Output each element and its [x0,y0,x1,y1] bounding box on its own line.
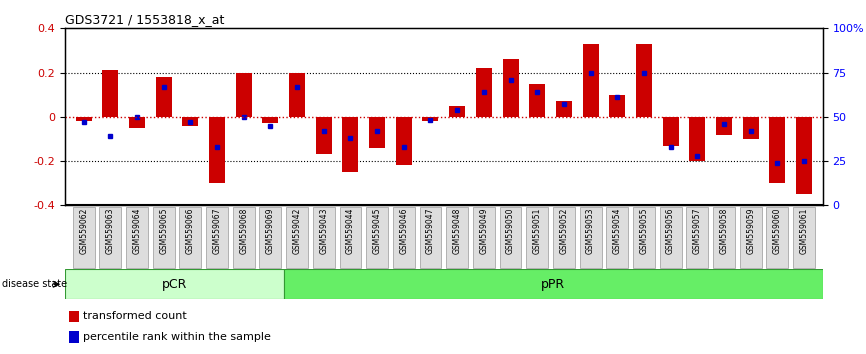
FancyBboxPatch shape [126,207,148,268]
FancyBboxPatch shape [713,207,735,268]
Text: transformed count: transformed count [83,312,187,321]
Bar [610,95,625,117]
Bar [449,106,465,117]
Text: GSM559050: GSM559050 [506,207,515,254]
Text: disease state: disease state [2,279,67,289]
Bar [156,77,171,117]
Bar [236,73,252,117]
Text: GSM559063: GSM559063 [106,207,115,254]
Text: GSM559045: GSM559045 [372,207,382,254]
Bar [289,73,305,117]
Bar [69,310,79,322]
FancyBboxPatch shape [766,207,788,268]
Bar [102,70,119,117]
Text: GSM559042: GSM559042 [293,207,301,253]
FancyBboxPatch shape [500,207,521,268]
FancyBboxPatch shape [473,207,494,268]
FancyBboxPatch shape [286,207,308,268]
FancyBboxPatch shape [73,207,94,268]
FancyBboxPatch shape [339,207,361,268]
Text: GSM559067: GSM559067 [212,207,222,254]
FancyBboxPatch shape [740,207,761,268]
Text: GSM559051: GSM559051 [533,207,542,253]
Text: GSM559046: GSM559046 [399,207,408,254]
FancyBboxPatch shape [553,207,575,268]
Text: GSM559056: GSM559056 [666,207,675,254]
Text: GSM559044: GSM559044 [346,207,355,254]
Bar [583,44,598,117]
FancyBboxPatch shape [313,207,334,268]
Text: GSM559055: GSM559055 [639,207,649,254]
FancyBboxPatch shape [366,207,388,268]
Text: GSM559068: GSM559068 [239,207,249,253]
Bar [769,117,785,183]
Bar [743,117,759,139]
Text: GSM559047: GSM559047 [426,207,435,254]
Text: GSM559061: GSM559061 [799,207,809,253]
FancyBboxPatch shape [179,207,201,268]
FancyBboxPatch shape [419,207,442,268]
FancyBboxPatch shape [260,207,281,268]
Text: GSM559054: GSM559054 [613,207,622,254]
FancyBboxPatch shape [446,207,469,268]
Bar [369,117,385,148]
Text: percentile rank within the sample: percentile rank within the sample [83,332,271,342]
FancyBboxPatch shape [152,207,175,268]
Bar [183,117,198,126]
FancyBboxPatch shape [687,207,708,268]
FancyBboxPatch shape [633,207,655,268]
Bar [396,117,412,166]
Text: GSM559059: GSM559059 [746,207,755,254]
Text: GSM559053: GSM559053 [586,207,595,254]
Text: pCR: pCR [162,278,187,291]
FancyBboxPatch shape [527,207,548,268]
Text: GSM559052: GSM559052 [559,207,568,253]
Bar [502,59,519,117]
Bar [689,117,705,161]
Text: GSM559064: GSM559064 [132,207,141,254]
Text: GSM559069: GSM559069 [266,207,275,254]
Text: GSM559057: GSM559057 [693,207,701,254]
Text: GSM559066: GSM559066 [186,207,195,254]
Bar [65,269,284,299]
Bar [69,331,79,343]
FancyBboxPatch shape [579,207,602,268]
Bar [262,117,278,124]
FancyBboxPatch shape [660,207,682,268]
FancyBboxPatch shape [233,207,255,268]
Text: GSM559065: GSM559065 [159,207,168,254]
Bar [423,117,438,121]
Bar [556,101,572,117]
Bar [129,117,145,128]
Text: GSM559062: GSM559062 [79,207,88,253]
FancyBboxPatch shape [100,207,121,268]
Text: GDS3721 / 1553818_x_at: GDS3721 / 1553818_x_at [65,13,224,26]
Text: GSM559048: GSM559048 [453,207,462,253]
Text: GSM559058: GSM559058 [720,207,728,253]
Bar [475,68,492,117]
Bar [342,117,359,172]
Text: GSM559043: GSM559043 [320,207,328,254]
Bar [662,117,679,145]
FancyBboxPatch shape [206,207,228,268]
Bar [75,117,92,121]
Bar [529,84,546,117]
Bar [636,44,652,117]
Text: GSM559060: GSM559060 [772,207,782,254]
Bar [716,117,732,135]
FancyBboxPatch shape [393,207,415,268]
Bar [796,117,812,194]
Bar [284,269,823,299]
FancyBboxPatch shape [793,207,815,268]
Bar [316,117,332,154]
Text: pPR: pPR [541,278,565,291]
Bar [209,117,225,183]
FancyBboxPatch shape [606,207,628,268]
Text: GSM559049: GSM559049 [480,207,488,254]
